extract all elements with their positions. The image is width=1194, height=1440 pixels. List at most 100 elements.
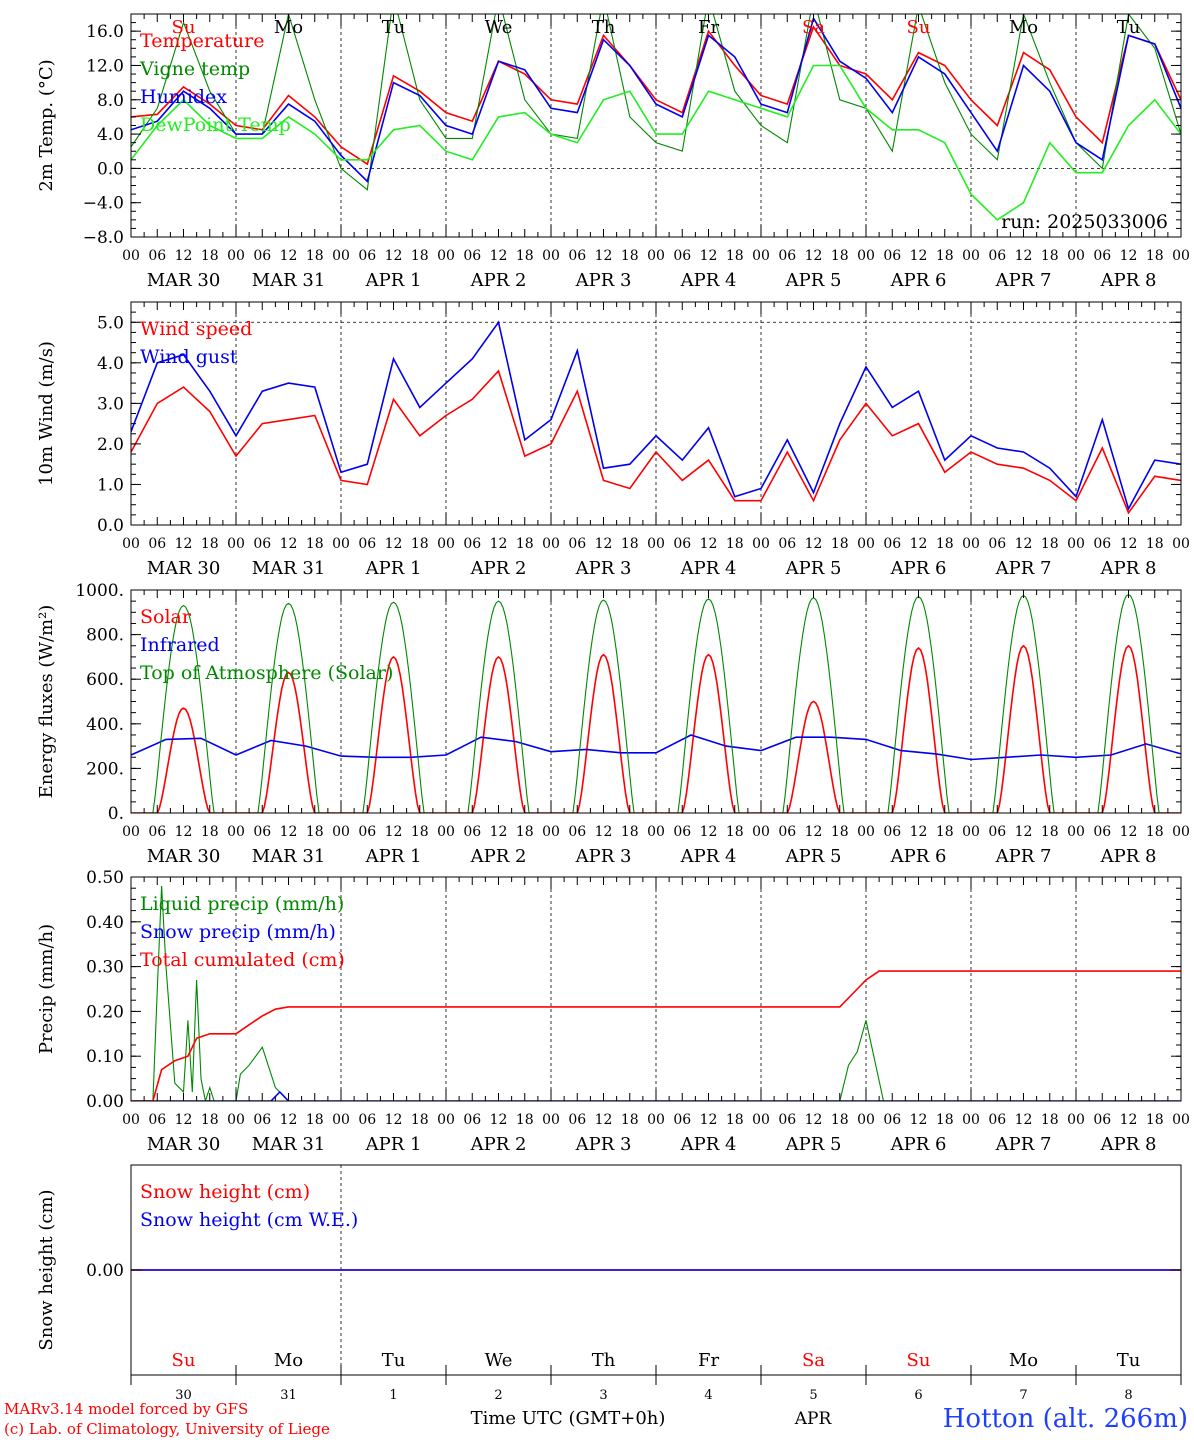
weekday-label: We xyxy=(485,1350,513,1371)
bottom-day-label: 2 xyxy=(494,1388,502,1403)
hour-tick-label: 06 xyxy=(778,248,796,264)
hour-tick-label: 12 xyxy=(910,824,928,840)
hour-tick-label: 06 xyxy=(463,824,481,840)
hour-tick-label: 12 xyxy=(385,1112,403,1128)
bottom-day-label: 6 xyxy=(914,1388,922,1403)
hour-tick-label: 00 xyxy=(647,536,665,552)
bottom-month-label: APR xyxy=(794,1409,833,1429)
hour-tick-label: 18 xyxy=(936,824,954,840)
date-label: APR 3 xyxy=(575,270,632,291)
station-label: Hotton (alt. 266m) xyxy=(943,1404,1188,1434)
y-axis-label: Precip (mm/h) xyxy=(36,924,57,1054)
hour-tick-label: 06 xyxy=(148,1112,166,1128)
legend-entry: Snow height (cm W.E.) xyxy=(140,1209,358,1231)
hour-tick-label: 00 xyxy=(647,824,665,840)
hour-tick-label: 00 xyxy=(857,824,875,840)
hour-tick-label: 18 xyxy=(1146,248,1164,264)
hour-tick-label: 18 xyxy=(411,248,429,264)
hour-tick-label: 18 xyxy=(411,1112,429,1128)
weekday-label: Th xyxy=(592,17,616,38)
hour-tick-label: 18 xyxy=(201,1112,219,1128)
y-tick-label: 400. xyxy=(86,715,124,735)
hour-tick-label: 00 xyxy=(542,536,560,552)
hour-tick-label: 18 xyxy=(516,824,534,840)
y-tick-label: 0.30 xyxy=(86,958,124,978)
hour-tick-label: 06 xyxy=(568,248,586,264)
hour-tick-label: 06 xyxy=(358,824,376,840)
hour-tick-label: 00 xyxy=(1172,536,1190,552)
date-label: APR 5 xyxy=(785,270,842,291)
series-group xyxy=(131,14,1181,221)
hour-tick-label: 12 xyxy=(280,248,298,264)
weekday-label: Su xyxy=(907,1350,931,1371)
hour-tick-label: 12 xyxy=(1120,824,1138,840)
hour-tick-label: 18 xyxy=(726,824,744,840)
hour-tick-label: 06 xyxy=(148,536,166,552)
date-label: APR 2 xyxy=(470,846,527,867)
y-tick-label: 0.0 xyxy=(97,516,124,536)
hour-tick-label: 00 xyxy=(227,248,245,264)
y-tick-label: 0.00 xyxy=(86,1092,124,1112)
hour-tick-label: 00 xyxy=(542,248,560,264)
date-label: APR 4 xyxy=(680,846,737,867)
y-axis-label: 10m Wind (m/s) xyxy=(36,341,57,486)
weekday-label: Sa xyxy=(802,1350,825,1371)
y-tick-label: 5.0 xyxy=(97,313,124,333)
hour-tick-label: 00 xyxy=(962,536,980,552)
hour-tick-label: 12 xyxy=(595,248,613,264)
hour-tick-label: 06 xyxy=(148,248,166,264)
hour-tick-label: 06 xyxy=(253,824,271,840)
y-tick-label: 0.20 xyxy=(86,1002,124,1022)
hour-tick-label: 18 xyxy=(201,248,219,264)
date-label: APR 3 xyxy=(575,846,632,867)
date-label: APR 1 xyxy=(365,1134,422,1155)
date-label: MAR 31 xyxy=(252,270,326,291)
date-label: APR 1 xyxy=(365,270,422,291)
hour-tick-label: 18 xyxy=(306,1112,324,1128)
hour-tick-label: 06 xyxy=(463,1112,481,1128)
date-label: MAR 30 xyxy=(147,270,221,291)
chart-panel: 0.50 0.40 0.30 0.20 0.10 0.00 Precip (mm/h) Liq… xyxy=(36,868,1190,1155)
series-line xyxy=(131,970,1181,1101)
weekday-label: Tu xyxy=(1117,1350,1141,1371)
date-label: APR 5 xyxy=(785,558,842,579)
hour-tick-label: 12 xyxy=(385,536,403,552)
hour-tick-label: 18 xyxy=(306,824,324,840)
date-label: MAR 31 xyxy=(252,1134,326,1155)
hour-tick-label: 06 xyxy=(673,248,691,264)
hour-tick-label: 06 xyxy=(778,1112,796,1128)
hour-tick-label: 12 xyxy=(280,536,298,552)
hour-tick-label: 00 xyxy=(332,536,350,552)
hour-tick-label: 12 xyxy=(595,536,613,552)
weekday-label: Th xyxy=(592,1350,616,1371)
hour-tick-label: 12 xyxy=(490,248,508,264)
weekday-label: Fr xyxy=(698,1350,719,1371)
hour-tick-label: 06 xyxy=(463,536,481,552)
date-label: MAR 30 xyxy=(147,1134,221,1155)
hour-tick-label: 00 xyxy=(437,248,455,264)
hour-tick-label: 00 xyxy=(437,1112,455,1128)
hour-tick-label: 06 xyxy=(883,248,901,264)
hour-tick-label: 18 xyxy=(831,536,849,552)
date-label: APR 8 xyxy=(1100,846,1157,867)
weekday-label: Fr xyxy=(698,17,719,38)
y-tick-label: 4.0 xyxy=(97,125,124,145)
date-label: MAR 30 xyxy=(147,846,221,867)
hour-tick-label: 06 xyxy=(1093,536,1111,552)
hour-tick-label: 12 xyxy=(805,1112,823,1128)
date-label: APR 1 xyxy=(365,558,422,579)
series-line xyxy=(131,16,1181,183)
date-label: APR 7 xyxy=(995,1134,1052,1155)
hour-tick-label: 18 xyxy=(936,1112,954,1128)
series-line xyxy=(131,644,1181,813)
hour-tick-label: 12 xyxy=(1120,248,1138,264)
hour-tick-label: 18 xyxy=(936,248,954,264)
weekday-label: Mo xyxy=(1009,17,1038,38)
y-tick-label: 8.0 xyxy=(97,91,124,111)
bottom-day-label: 3 xyxy=(599,1388,607,1403)
legend-entry: Humidex xyxy=(140,86,227,108)
date-label: APR 2 xyxy=(470,1134,527,1155)
hour-tick-label: 00 xyxy=(857,536,875,552)
weekday-label: Mo xyxy=(274,1350,303,1371)
